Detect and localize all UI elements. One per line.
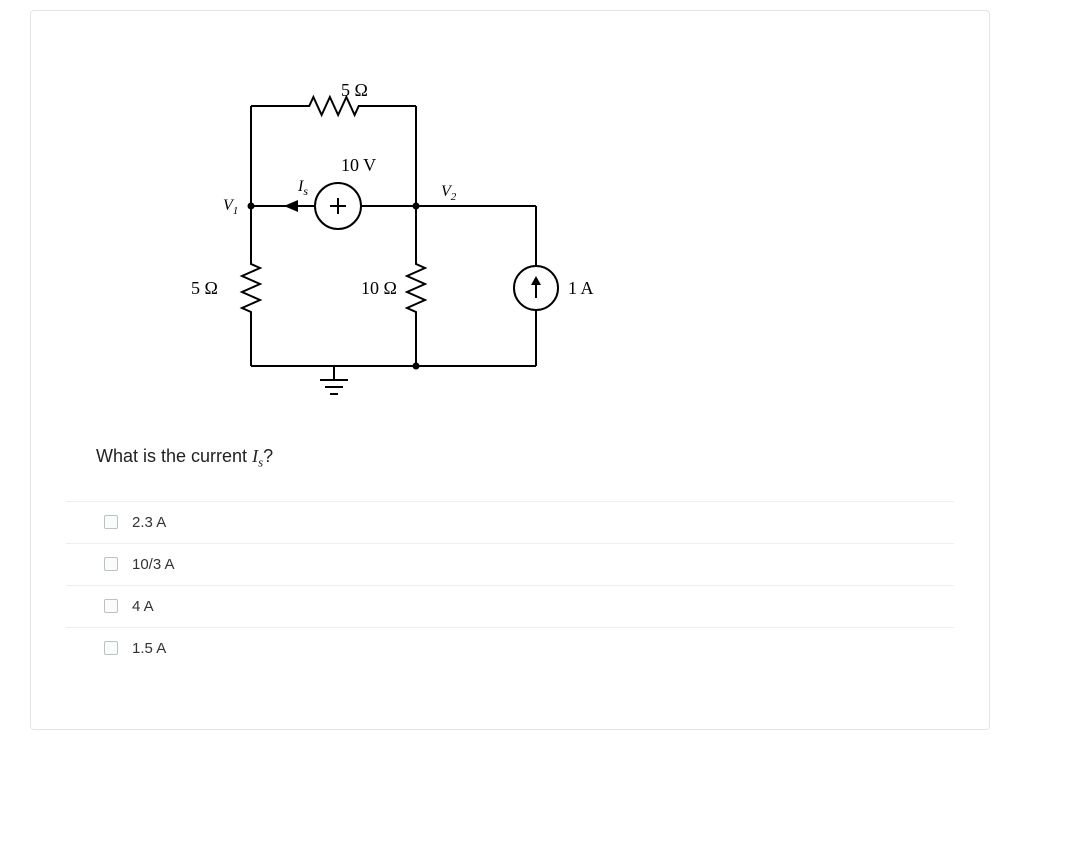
answer-label: 10/3 A	[132, 556, 175, 573]
question-text: What is the current Is?	[96, 446, 954, 471]
svg-text:1 A: 1 A	[568, 278, 594, 298]
answer-option-1[interactable]: 10/3 A	[66, 543, 954, 585]
checkbox-icon[interactable]	[104, 641, 118, 655]
checkbox-icon[interactable]	[104, 599, 118, 613]
svg-text:5 Ω: 5 Ω	[191, 278, 218, 298]
svg-text:5 Ω: 5 Ω	[341, 80, 368, 100]
answer-option-3[interactable]: 1.5 A	[66, 627, 954, 669]
answer-option-2[interactable]: 4 A	[66, 585, 954, 627]
checkbox-icon[interactable]	[104, 515, 118, 529]
svg-text:10 Ω: 10 Ω	[361, 278, 397, 298]
answer-options: 2.3 A 10/3 A 4 A 1.5 A	[66, 501, 954, 669]
svg-text:Is: Is	[297, 178, 308, 198]
svg-text:V2: V2	[441, 183, 457, 203]
answer-label: 4 A	[132, 598, 154, 615]
answer-label: 2.3 A	[132, 514, 166, 531]
question-card: 5 Ω 10 V Is V1 V2 5 Ω 10 Ω 1 A What is the curr…	[30, 10, 990, 730]
svg-text:10 V: 10 V	[341, 155, 376, 175]
circuit-diagram: 5 Ω 10 V Is V1 V2 5 Ω 10 Ω 1 A	[116, 51, 954, 416]
svg-text:V1: V1	[223, 197, 238, 217]
checkbox-icon[interactable]	[104, 557, 118, 571]
answer-label: 1.5 A	[132, 640, 166, 657]
answer-option-0[interactable]: 2.3 A	[66, 501, 954, 543]
